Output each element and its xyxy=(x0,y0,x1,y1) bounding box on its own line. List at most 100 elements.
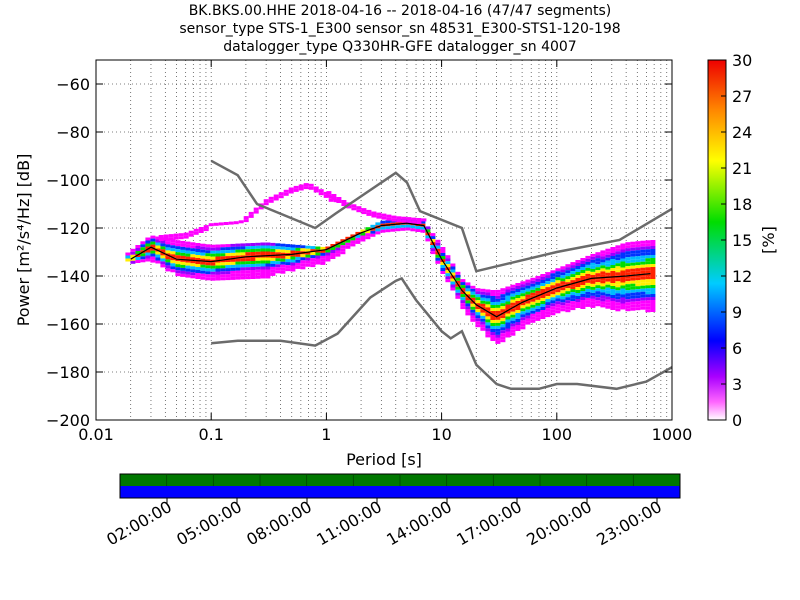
heat-cell xyxy=(495,304,501,308)
heat-cell xyxy=(545,287,551,291)
heat-cell xyxy=(495,310,501,314)
heat-cell xyxy=(520,290,526,294)
heat-cell xyxy=(485,331,491,335)
heat-cell xyxy=(600,253,606,257)
heat-cell xyxy=(480,318,486,322)
heat-cell xyxy=(278,192,284,196)
heat-cell xyxy=(190,275,196,279)
heat-cell xyxy=(555,277,561,281)
heat-cell xyxy=(450,266,456,270)
heat-cell xyxy=(615,272,621,276)
heat-cell xyxy=(625,272,631,276)
heat-cell xyxy=(250,249,256,252)
heat-cell xyxy=(248,214,254,218)
heat-cell xyxy=(305,251,311,255)
heat-cell xyxy=(645,258,651,262)
heat-cell xyxy=(288,187,294,191)
heat-cell xyxy=(200,249,206,253)
heat-cell xyxy=(410,225,416,229)
heat-cell xyxy=(485,325,491,329)
heat-cell xyxy=(150,247,156,251)
heat-cell xyxy=(595,285,601,289)
heat-cell xyxy=(255,245,261,249)
heat-cell xyxy=(530,283,536,287)
heat-cell xyxy=(350,234,356,238)
heat-cell xyxy=(155,245,161,249)
heat-cell xyxy=(205,262,211,266)
heat-cell xyxy=(405,227,411,231)
heat-cell xyxy=(170,263,176,267)
heat-cell xyxy=(435,260,441,264)
heat-cell xyxy=(155,239,161,243)
heat-cell xyxy=(565,273,571,277)
heat-cell xyxy=(570,298,576,302)
heat-cell xyxy=(500,327,506,331)
heat-cell xyxy=(300,248,306,252)
heat-cell xyxy=(630,289,636,293)
heat-cell xyxy=(235,261,241,265)
heat-cell xyxy=(225,262,231,266)
heat-cell xyxy=(620,264,626,268)
heat-cell xyxy=(360,232,366,236)
heat-cell xyxy=(570,286,576,290)
heat-cell xyxy=(470,306,476,310)
colorbar-tick-label: 18 xyxy=(732,195,752,214)
heat-cell xyxy=(555,274,561,278)
heat-cell xyxy=(535,281,541,285)
heat-cell xyxy=(400,227,406,231)
heat-cell xyxy=(580,303,586,306)
heat-cell xyxy=(570,277,576,281)
heat-cell xyxy=(170,239,176,243)
heat-cell xyxy=(650,258,656,261)
heat-cell xyxy=(575,299,581,302)
heat-cell xyxy=(401,219,407,223)
heat-cell xyxy=(500,336,506,340)
heat-cell xyxy=(600,286,606,290)
heat-cell xyxy=(580,264,586,267)
heat-cell xyxy=(580,285,586,288)
heat-cell xyxy=(575,275,581,278)
heat-cell xyxy=(620,273,626,277)
heat-cell xyxy=(650,255,656,258)
heat-cell xyxy=(515,301,521,304)
heat-cell xyxy=(590,289,596,293)
heat-cell xyxy=(280,258,286,262)
heat-cell xyxy=(230,267,236,271)
heat-cell xyxy=(230,270,236,274)
heat-cell xyxy=(371,211,377,215)
heat-cell xyxy=(416,218,422,221)
heat-cell xyxy=(470,291,476,295)
heat-cell xyxy=(130,257,136,261)
heat-cell xyxy=(475,318,481,322)
heat-cell xyxy=(630,274,636,278)
heat-cell xyxy=(350,240,356,244)
heat-cell xyxy=(470,318,476,322)
heat-cell xyxy=(145,246,151,250)
heat-cell xyxy=(145,237,151,241)
availability-tick-label: 14:00:00 xyxy=(383,497,455,549)
heat-cell xyxy=(190,254,196,258)
heat-cell xyxy=(560,299,566,303)
heat-cell xyxy=(590,274,596,278)
heat-cell xyxy=(135,251,141,254)
heat-cell xyxy=(510,296,516,300)
heat-cell xyxy=(565,276,571,280)
heat-cell xyxy=(250,273,256,276)
heat-cell xyxy=(220,259,226,263)
heat-cell xyxy=(645,276,651,280)
heat-cell xyxy=(530,292,536,296)
heat-cell xyxy=(275,249,281,253)
heat-cell xyxy=(323,194,329,198)
heat-cell xyxy=(525,321,531,325)
heat-cell xyxy=(485,334,491,338)
heat-cell xyxy=(585,273,591,277)
heat-cell xyxy=(560,308,566,312)
heat-cell xyxy=(585,276,591,280)
heat-cell xyxy=(605,266,611,270)
heat-cell xyxy=(280,246,286,250)
heat-cell xyxy=(168,237,174,241)
heat-cell xyxy=(490,299,496,302)
heat-cell xyxy=(335,253,341,257)
heat-cell xyxy=(570,271,576,275)
heat-cell xyxy=(505,325,511,329)
